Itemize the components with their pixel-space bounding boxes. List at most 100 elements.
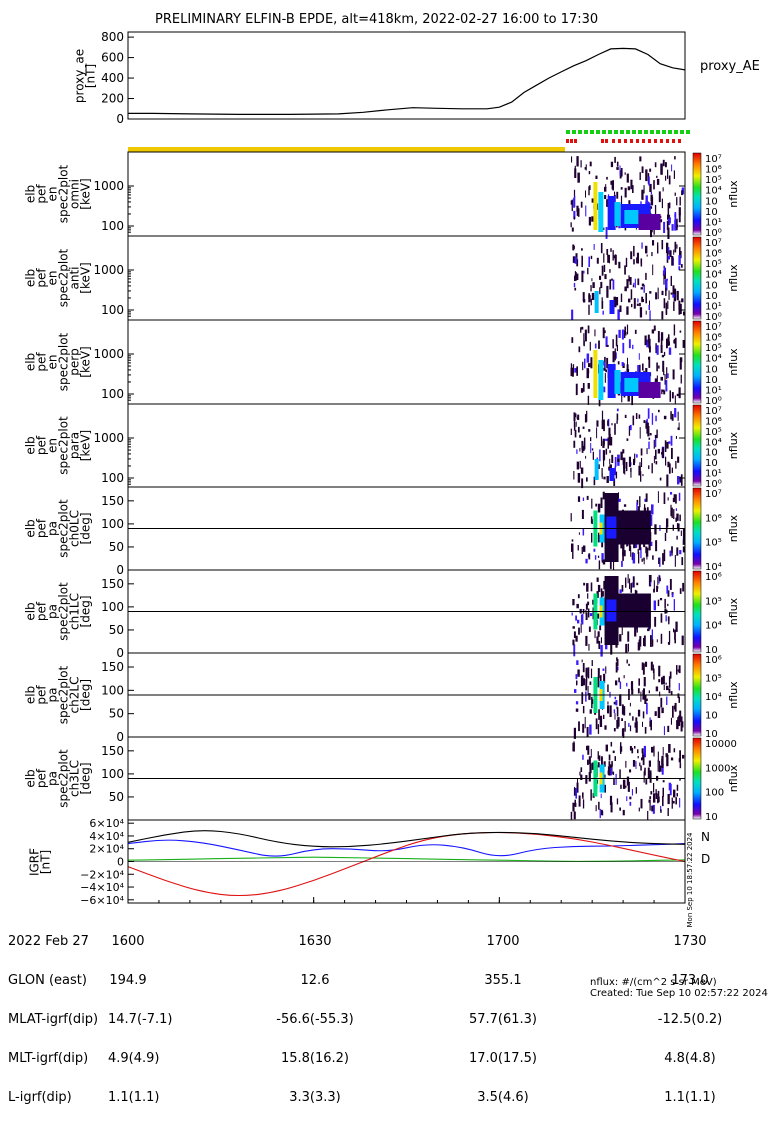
heatmap-cell	[666, 303, 668, 314]
heatmap-cell	[594, 549, 596, 552]
heatmap-cell	[634, 298, 636, 309]
heatmap-cell	[588, 257, 590, 267]
heatmap-cell	[657, 794, 659, 804]
heatmap-cell	[633, 459, 635, 465]
heatmap-cell	[635, 717, 637, 721]
heatmap-cell	[583, 583, 585, 586]
heatmap-cell	[671, 546, 673, 553]
heatmap-cell	[618, 330, 620, 338]
heatmap-cell	[668, 794, 670, 804]
heatmap-cell	[662, 796, 664, 806]
heatmap-cell	[672, 593, 674, 597]
colorbar-tick-label: 10⁷	[705, 489, 722, 500]
status-bar-red-mark	[566, 139, 569, 143]
heatmap-cell	[611, 162, 613, 167]
heatmap-band	[608, 196, 616, 230]
heatmap-cell	[591, 256, 593, 259]
heatmap-cell	[653, 589, 655, 593]
heatmap-cell	[671, 448, 673, 459]
heatmap-cell	[607, 685, 609, 693]
heatmap-cell	[578, 721, 580, 731]
heatmap-cell	[626, 258, 627, 267]
heatmap-cell	[632, 185, 634, 193]
heatmap-cell	[575, 616, 577, 621]
heatmap-cell	[592, 660, 593, 666]
heatmap-cell	[644, 185, 645, 193]
heatmap-cell	[673, 801, 675, 804]
heatmap-cell	[597, 578, 599, 582]
heatmap-cell	[638, 710, 640, 717]
heatmap-cell	[649, 690, 650, 693]
heatmap-cell	[604, 725, 606, 729]
panel-ch3LC-heatmap-marks	[571, 741, 685, 820]
heatmap-cell	[586, 604, 588, 610]
ylabel-line: [nT]	[84, 64, 98, 88]
panel-anti-heatmap-marks	[571, 240, 685, 321]
heatmap-cell	[601, 543, 603, 548]
heatmap-cell	[639, 763, 640, 767]
heatmap-cell	[626, 683, 627, 687]
heatmap-cell	[588, 693, 590, 700]
heatmap-cell	[642, 284, 644, 287]
ytick-label: 200	[101, 92, 124, 106]
heatmap-cell	[577, 173, 580, 183]
ytick-label: −6×10⁴	[80, 894, 124, 907]
heatmap-cell	[571, 310, 573, 320]
heatmap-cell	[588, 383, 590, 389]
heatmap-cell	[674, 639, 676, 643]
ytick-label: 100	[101, 303, 124, 317]
heatmap-cell	[574, 196, 575, 207]
heatmap-cell	[598, 631, 600, 637]
heatmap-cell	[666, 686, 669, 690]
heatmap-cell	[641, 243, 642, 249]
panel-perp-heatmap-marks	[571, 324, 685, 406]
ytick-label: 4×10⁴	[89, 830, 124, 843]
heatmap-cell	[647, 448, 648, 454]
heatmap-cell	[619, 808, 621, 811]
ytick-label: 100	[101, 683, 124, 697]
heatmap-cell	[572, 539, 574, 541]
heatmap-cell	[650, 635, 652, 647]
heatmap-cell	[589, 171, 591, 174]
panel-para-heatmap-marks	[571, 408, 683, 488]
ytick-label: 1000	[93, 347, 124, 361]
heatmap-cell	[629, 797, 631, 800]
heatmap-cell	[631, 289, 633, 299]
heatmap-cell	[588, 644, 589, 651]
heatmap-cell	[591, 697, 593, 709]
ytick-label: 400	[101, 71, 124, 85]
heatmap-cell	[617, 798, 618, 804]
heatmap-cell	[673, 250, 674, 255]
heatmap-cell	[572, 245, 574, 251]
heatmap-cell	[649, 310, 650, 320]
heatmap-cell	[620, 785, 622, 789]
heatmap-cell	[573, 626, 575, 629]
footer-cell: -56.6(-55.3)	[245, 1013, 385, 1026]
heatmap-cell	[653, 793, 655, 802]
heatmap-cell	[633, 246, 635, 256]
heatmap-cell	[628, 689, 630, 700]
heatmap-cell	[594, 329, 595, 336]
heatmap-cell	[605, 439, 607, 441]
heatmap-cell	[676, 665, 678, 675]
status-bar-red-mark	[612, 139, 615, 143]
legend-proxy-ae: proxy_AE	[700, 59, 760, 74]
heatmap-cell	[625, 415, 627, 418]
heatmap-cell	[681, 557, 683, 565]
heatmap-cell	[591, 749, 592, 758]
heatmap-cell	[679, 665, 681, 673]
heatmap-cell	[668, 203, 670, 215]
heatmap-cell	[630, 583, 632, 593]
status-bar-red-mark	[660, 139, 663, 143]
footer-row-glon: GLON (east)	[8, 974, 98, 987]
heatmap-cell	[678, 670, 680, 672]
heatmap-cell	[582, 614, 584, 624]
heatmap-cell	[581, 327, 583, 330]
status-bar-green-mark	[602, 130, 606, 134]
heatmap-cell	[643, 711, 645, 718]
heatmap-cell	[664, 268, 666, 272]
heatmap-cell	[611, 455, 613, 463]
heatmap-cell	[631, 304, 632, 307]
heatmap-cell	[673, 790, 675, 798]
heatmap-cell	[640, 471, 641, 482]
